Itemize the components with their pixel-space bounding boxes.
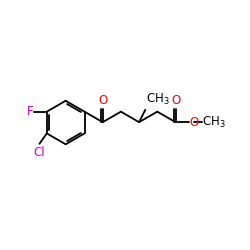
Text: F: F: [27, 105, 34, 118]
Text: CH$_3$: CH$_3$: [146, 92, 170, 107]
Text: O: O: [98, 94, 107, 107]
Text: O: O: [171, 94, 180, 107]
Text: Cl: Cl: [34, 146, 45, 159]
Text: CH$_3$: CH$_3$: [202, 114, 226, 130]
Text: O: O: [189, 116, 198, 129]
